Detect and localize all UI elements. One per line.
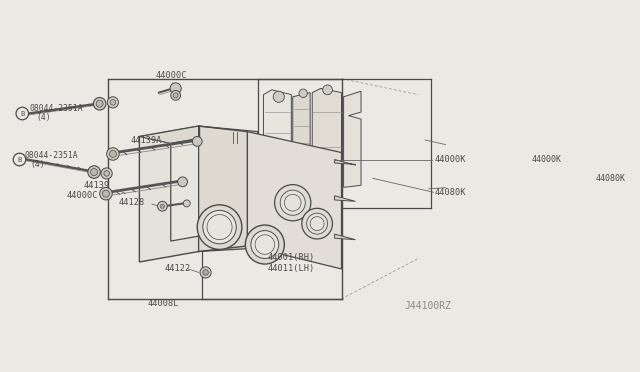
Circle shape	[183, 200, 190, 207]
Circle shape	[203, 211, 236, 244]
Polygon shape	[140, 126, 230, 144]
Circle shape	[104, 171, 109, 176]
Text: 44139A: 44139A	[131, 135, 163, 144]
Circle shape	[323, 85, 332, 95]
Polygon shape	[248, 132, 342, 269]
Circle shape	[197, 205, 242, 249]
Text: 44011(LH): 44011(LH)	[268, 264, 315, 273]
Circle shape	[193, 137, 202, 146]
Circle shape	[108, 97, 118, 108]
Circle shape	[200, 267, 211, 278]
Circle shape	[171, 90, 180, 100]
Circle shape	[170, 83, 181, 94]
Polygon shape	[171, 133, 230, 241]
Circle shape	[280, 190, 305, 215]
Circle shape	[160, 204, 164, 208]
Text: (4): (4)	[31, 160, 45, 169]
Text: 44128: 44128	[118, 198, 145, 207]
Circle shape	[251, 231, 279, 259]
Circle shape	[110, 100, 116, 105]
Circle shape	[100, 187, 112, 200]
Polygon shape	[198, 126, 258, 251]
Text: 44122: 44122	[164, 264, 191, 273]
Circle shape	[102, 190, 109, 197]
Text: 44000K: 44000K	[531, 155, 561, 164]
Polygon shape	[335, 196, 355, 201]
Circle shape	[302, 208, 332, 239]
Circle shape	[299, 89, 307, 97]
Text: 44080K: 44080K	[596, 174, 626, 183]
Circle shape	[157, 201, 167, 211]
Text: 08044-2351A: 08044-2351A	[24, 151, 78, 160]
Text: 44001(RH): 44001(RH)	[268, 253, 315, 262]
Circle shape	[93, 97, 106, 110]
Polygon shape	[344, 91, 361, 187]
Circle shape	[178, 177, 188, 187]
Text: (4): (4)	[36, 113, 51, 122]
Text: 44139: 44139	[84, 181, 110, 190]
Polygon shape	[312, 89, 342, 190]
Circle shape	[245, 225, 284, 264]
Text: 44080K: 44080K	[435, 188, 467, 197]
Text: 44000K: 44000K	[435, 155, 467, 164]
Text: B: B	[20, 110, 24, 116]
Text: 44000C: 44000C	[156, 71, 187, 80]
Text: 08044-2351A: 08044-2351A	[29, 104, 83, 113]
Text: 44008L: 44008L	[148, 299, 179, 308]
Polygon shape	[335, 234, 355, 240]
Circle shape	[275, 185, 311, 221]
Circle shape	[101, 168, 112, 179]
Circle shape	[109, 150, 116, 157]
Circle shape	[91, 169, 97, 176]
Circle shape	[107, 148, 119, 160]
Text: J44100RZ: J44100RZ	[404, 301, 451, 311]
Circle shape	[307, 213, 328, 234]
Text: 44000C: 44000C	[66, 191, 98, 200]
Polygon shape	[264, 90, 291, 196]
Circle shape	[273, 91, 284, 102]
Polygon shape	[292, 93, 310, 192]
Polygon shape	[140, 126, 198, 262]
Circle shape	[88, 166, 100, 178]
Circle shape	[96, 100, 103, 107]
Circle shape	[203, 270, 209, 275]
Text: B: B	[17, 157, 22, 163]
Circle shape	[173, 93, 178, 98]
Polygon shape	[335, 160, 355, 165]
